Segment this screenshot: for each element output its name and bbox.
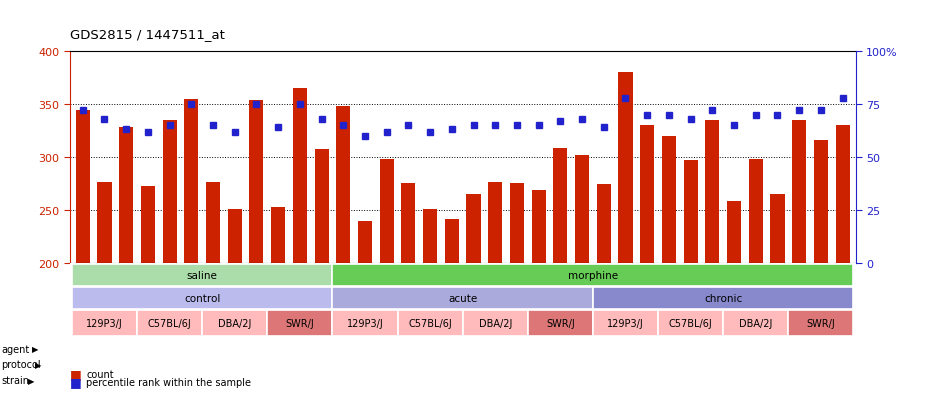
Bar bbox=[749, 160, 763, 264]
Bar bbox=[618, 73, 632, 264]
Bar bbox=[575, 156, 589, 264]
Text: ▶: ▶ bbox=[32, 344, 38, 354]
Bar bbox=[140, 186, 155, 264]
Text: agent: agent bbox=[1, 344, 29, 354]
Bar bbox=[337, 107, 351, 264]
Text: count: count bbox=[86, 369, 114, 379]
Bar bbox=[98, 182, 112, 264]
Text: SWR/J: SWR/J bbox=[546, 318, 575, 328]
Bar bbox=[272, 208, 286, 264]
Bar bbox=[553, 148, 567, 264]
Bar bbox=[228, 210, 242, 264]
Text: SWR/J: SWR/J bbox=[286, 318, 314, 328]
Bar bbox=[640, 126, 654, 264]
Bar bbox=[423, 210, 437, 264]
Bar bbox=[814, 141, 828, 264]
Bar bbox=[724, 311, 789, 336]
Bar bbox=[467, 195, 481, 264]
Bar bbox=[293, 89, 307, 264]
Bar bbox=[789, 311, 854, 336]
Bar bbox=[462, 311, 528, 336]
Bar bbox=[249, 100, 263, 264]
Text: 129P3/J: 129P3/J bbox=[347, 318, 383, 328]
Bar bbox=[835, 126, 850, 264]
Text: ▶: ▶ bbox=[35, 360, 42, 369]
Text: SWR/J: SWR/J bbox=[806, 318, 835, 328]
Bar bbox=[792, 121, 806, 264]
Bar bbox=[488, 182, 502, 264]
Bar bbox=[202, 311, 267, 336]
Text: saline: saline bbox=[187, 271, 218, 280]
Bar bbox=[445, 219, 458, 264]
Bar bbox=[593, 311, 658, 336]
Bar bbox=[332, 264, 854, 287]
Bar bbox=[184, 100, 198, 264]
Text: protocol: protocol bbox=[1, 359, 41, 369]
Text: morphine: morphine bbox=[568, 271, 618, 280]
Bar bbox=[532, 191, 546, 264]
Bar bbox=[72, 311, 137, 336]
Text: chronic: chronic bbox=[704, 293, 742, 304]
Text: 129P3/J: 129P3/J bbox=[607, 318, 644, 328]
Text: DBA/2J: DBA/2J bbox=[479, 318, 512, 328]
Text: DBA/2J: DBA/2J bbox=[739, 318, 773, 328]
Bar bbox=[267, 311, 332, 336]
Bar bbox=[528, 311, 593, 336]
Bar bbox=[379, 160, 393, 264]
Text: 129P3/J: 129P3/J bbox=[86, 318, 123, 328]
Bar bbox=[770, 195, 785, 264]
Bar bbox=[163, 121, 177, 264]
Text: ■: ■ bbox=[70, 375, 82, 389]
Bar bbox=[206, 182, 220, 264]
Bar bbox=[662, 137, 676, 264]
Bar bbox=[72, 264, 332, 287]
Text: ▶: ▶ bbox=[28, 376, 34, 385]
Text: GDS2815 / 1447511_at: GDS2815 / 1447511_at bbox=[70, 28, 225, 41]
Bar bbox=[684, 161, 698, 264]
Bar bbox=[658, 311, 724, 336]
Bar bbox=[72, 287, 332, 309]
Bar bbox=[727, 201, 741, 264]
Bar bbox=[332, 311, 397, 336]
Bar bbox=[314, 149, 328, 264]
Text: C57BL/6J: C57BL/6J bbox=[408, 318, 452, 328]
Bar bbox=[597, 184, 611, 264]
Text: strain: strain bbox=[1, 375, 29, 385]
Bar bbox=[119, 128, 133, 264]
Bar bbox=[75, 111, 90, 264]
Bar bbox=[332, 287, 593, 309]
Text: DBA/2J: DBA/2J bbox=[218, 318, 251, 328]
Text: acute: acute bbox=[448, 293, 477, 304]
Text: control: control bbox=[184, 293, 220, 304]
Text: C57BL/6J: C57BL/6J bbox=[148, 318, 192, 328]
Bar bbox=[705, 121, 720, 264]
Bar bbox=[402, 183, 416, 264]
Bar bbox=[358, 221, 372, 264]
Text: C57BL/6J: C57BL/6J bbox=[669, 318, 712, 328]
Bar bbox=[510, 183, 524, 264]
Bar bbox=[137, 311, 202, 336]
Text: ■: ■ bbox=[70, 367, 82, 380]
Text: percentile rank within the sample: percentile rank within the sample bbox=[86, 377, 251, 387]
Bar bbox=[593, 287, 854, 309]
Bar bbox=[397, 311, 463, 336]
